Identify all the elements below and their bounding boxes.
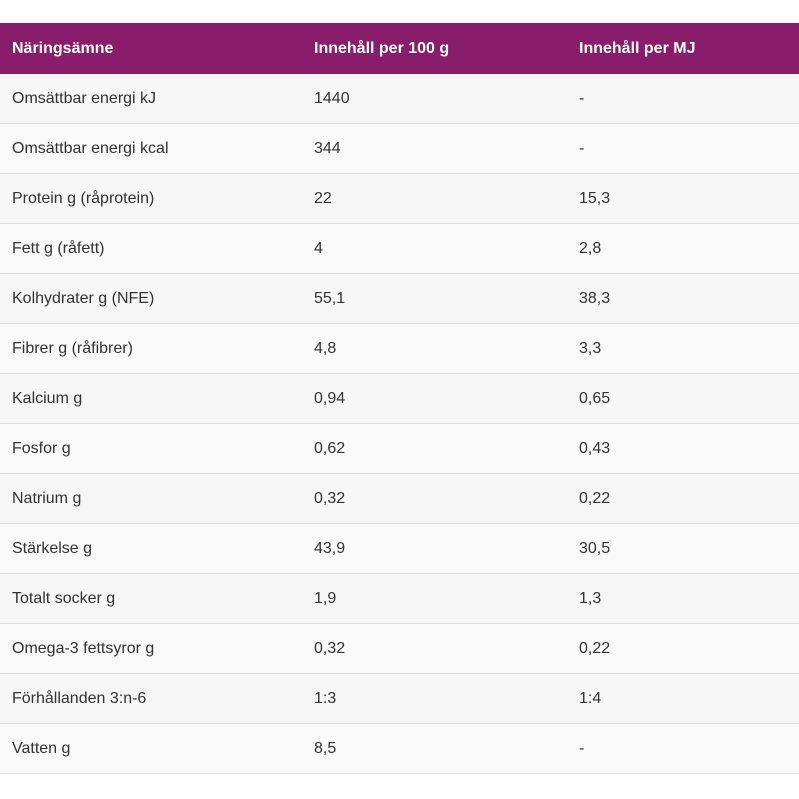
cell-per-100g: 1,9 [314, 589, 337, 607]
cell-per-100g: 1:3 [314, 689, 337, 707]
cell-per-100g: 0,32 [314, 489, 346, 507]
cell-nutrient: Vatten g [12, 739, 71, 757]
table-row: Omega-3 fettsyror g 0,32 0,22 [0, 624, 799, 674]
cell-per-100g: 0,62 [314, 439, 346, 457]
cell-nutrient: Fibrer g (råfibrer) [12, 339, 133, 357]
table-row: Kolhydrater g (NFE) 55,1 38,3 [0, 274, 799, 324]
cell-nutrient: Kolhydrater g (NFE) [12, 289, 155, 307]
table-row: Protein g (råprotein) 22 15,3 [0, 174, 799, 224]
cell-per-100g: 8,5 [314, 739, 337, 757]
cell-per-mj: 38,3 [579, 289, 611, 307]
cell-nutrient: Fett g (råfett) [12, 239, 105, 257]
table-row: Stärkelse g 43,9 30,5 [0, 524, 799, 574]
table-header-row: Näringsämne Innehåll per 100 g Innehåll … [0, 23, 799, 74]
cell-per-mj: 15,3 [579, 189, 611, 207]
cell-nutrient: Förhållanden 3:n-6 [12, 689, 147, 707]
cell-nutrient: Omsättbar energi kJ [12, 89, 157, 107]
cell-per-mj: 0,43 [579, 439, 611, 457]
cell-per-mj: 1:4 [579, 689, 602, 707]
cell-per-100g: 22 [314, 189, 332, 207]
table-row: Förhållanden 3:n-6 1:3 1:4 [0, 674, 799, 724]
table-row: Omsättbar energi kcal 344 - [0, 124, 799, 174]
cell-per-100g: 55,1 [314, 289, 346, 307]
cell-per-mj: 0,65 [579, 389, 611, 407]
cell-nutrient: Protein g (råprotein) [12, 189, 155, 207]
cell-per-100g: 4,8 [314, 339, 337, 357]
cell-nutrient: Natrium g [12, 489, 82, 507]
cell-nutrient: Totalt socker g [12, 589, 116, 607]
cell-per-mj: - [579, 139, 585, 157]
cell-per-100g: 0,94 [314, 389, 346, 407]
nutrition-table: Näringsämne Innehåll per 100 g Innehåll … [0, 23, 799, 774]
table-row: Fett g (råfett) 4 2,8 [0, 224, 799, 274]
cell-nutrient: Stärkelse g [12, 539, 93, 557]
table-row: Fosfor g 0,62 0,43 [0, 424, 799, 474]
cell-nutrient: Kalcium g [12, 389, 83, 407]
table-row: Totalt socker g 1,9 1,3 [0, 574, 799, 624]
cell-per-100g: 0,32 [314, 639, 346, 657]
cell-nutrient: Omsättbar energi kcal [12, 139, 169, 157]
cell-per-mj: - [579, 89, 585, 107]
table-row: Vatten g 8,5 - [0, 724, 799, 774]
cell-per-mj: 2,8 [579, 239, 602, 257]
table-row: Natrium g 0,32 0,22 [0, 474, 799, 524]
cell-per-100g: 4 [314, 239, 323, 257]
cell-per-mj: 3,3 [579, 339, 602, 357]
table-row: Kalcium g 0,94 0,65 [0, 374, 799, 424]
table-row: Omsättbar energi kJ 1440 - [0, 74, 799, 124]
header-nutrient: Näringsämne [12, 40, 114, 57]
cell-per-mj: - [579, 739, 585, 757]
cell-nutrient: Fosfor g [12, 439, 71, 457]
cell-per-100g: 43,9 [314, 539, 346, 557]
table-body: Omsättbar energi kJ 1440- Omsättbar energi… [0, 74, 799, 774]
table-row: Fibrer g (råfibrer) 4,8 3,3 [0, 324, 799, 374]
cell-per-100g: 1440 [314, 89, 350, 107]
header-per-100g: Innehåll per 100 g [314, 40, 450, 57]
cell-per-mj: 1,3 [579, 589, 602, 607]
cell-per-mj: 30,5 [579, 539, 611, 557]
cell-per-100g: 344 [314, 139, 341, 157]
header-per-mj: Innehåll per MJ [579, 40, 696, 57]
cell-per-mj: 0,22 [579, 489, 611, 507]
cell-nutrient: Omega-3 fettsyror g [12, 639, 155, 657]
cell-per-mj: 0,22 [579, 639, 611, 657]
